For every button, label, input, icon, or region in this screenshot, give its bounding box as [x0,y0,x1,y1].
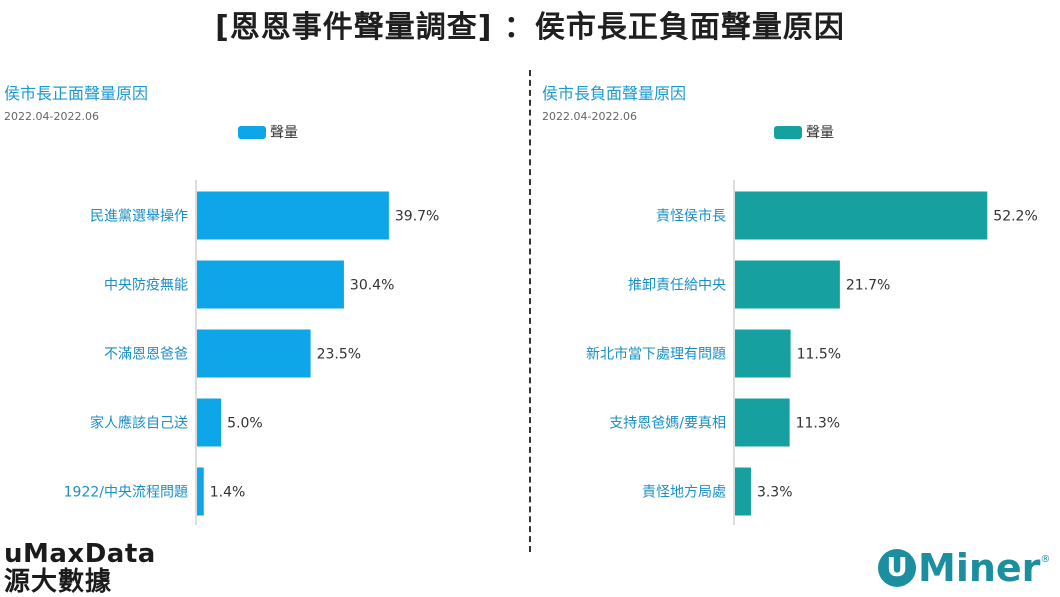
uminer-logo: U Miner ® [878,548,1050,588]
data-label: 52.2% [993,209,1037,225]
bar [197,260,344,309]
bar [735,191,988,240]
bar-chart-svg: 責怪侯市長 52.2% 推卸責任給中央 21.7% 新北市當下處理有問題 11.5% 支持恩… [586,180,1038,525]
page-title: [恩恩事件聲量調查] ：侯市長正負面聲量原因 [215,10,845,45]
data-label: 23.5% [317,347,361,363]
legend-swatch [238,125,266,139]
category-label: 中央防疫無能 [104,278,188,294]
data-label: 1.4% [210,485,246,501]
bar [197,329,311,378]
chart-title: 侯市長負面聲量原因 [542,84,687,103]
category-label: 1922/中央流程問題 [64,485,188,501]
chart-legend: 聲量 [774,122,834,142]
umaxdata-logo: uMaxData 源大數據 [4,539,156,597]
data-label: 3.3% [757,485,793,501]
positive-reasons-chart: 侯市長正面聲量原因 2022.04-2022.06 聲量 民進黨選舉操作 39.7… [0,78,520,538]
chart-date-range: 2022.04-2022.06 [542,110,637,123]
bar [197,398,222,447]
data-label: 39.7% [395,209,439,225]
data-label: 11.5% [797,347,841,363]
bar [197,191,389,240]
category-label: 責怪侯市長 [656,208,726,225]
chart-date-range: 2022.04-2022.06 [4,110,99,123]
category-label: 支持恩爸媽/要真相 [609,416,726,432]
legend-label: 聲量 [270,125,298,141]
bar [735,467,751,516]
uminer-logo-mark-icon: U [878,549,916,587]
category-label: 不滿恩恩爸爸 [104,347,188,363]
category-label: 新北市當下處理有問題 [586,346,726,363]
category-label: 責怪地方局處 [642,485,726,501]
panel-divider [529,70,531,552]
data-label: 5.0% [227,416,263,432]
data-label: 21.7% [846,278,890,294]
category-label: 家人應該自己送 [90,415,188,432]
bar [197,467,204,516]
category-label: 推卸責任給中央 [628,278,726,294]
data-label: 11.3% [796,416,840,432]
chart-title: 侯市長正面聲量原因 [4,84,149,103]
data-label: 30.4% [350,278,394,294]
chart-legend: 聲量 [238,122,298,142]
bar [735,329,791,378]
legend-swatch [774,125,802,139]
negative-reasons-chart: 侯市長負面聲量原因 2022.04-2022.06 聲量 責怪侯市長 52.2% 推… [538,78,1058,538]
bar [735,398,790,447]
bar-chart-svg: 民進黨選舉操作 39.7% 中央防疫無能 30.4% 不滿恩恩爸爸 23.5% 家人應該自己… [64,180,439,525]
bar [735,260,840,309]
legend-label: 聲量 [806,125,834,141]
category-label: 民進黨選舉操作 [90,208,188,225]
